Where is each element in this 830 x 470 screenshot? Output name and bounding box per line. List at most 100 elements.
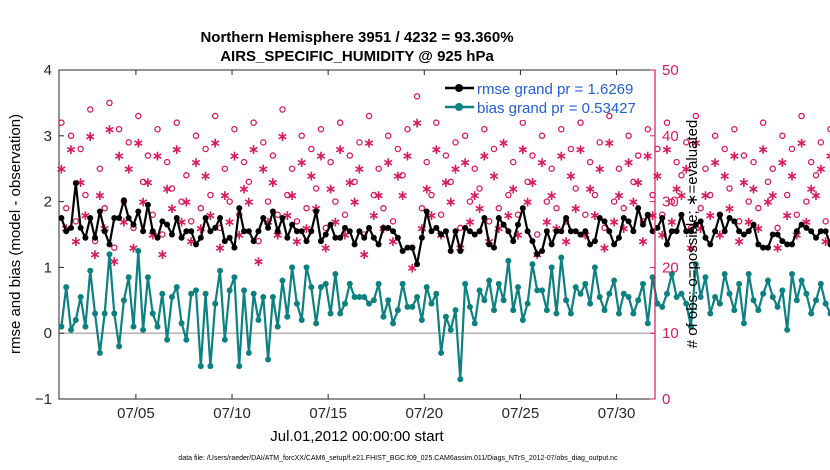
obs-possible-marker bbox=[442, 152, 450, 159]
obs-evaluated-marker: ∗ bbox=[94, 188, 106, 204]
rmse-point bbox=[337, 234, 344, 241]
bias-point bbox=[793, 297, 800, 304]
legend: rmse grand pr = 1.6269 bias grand pr = 0… bbox=[440, 78, 636, 120]
obs-possible-marker bbox=[380, 204, 387, 212]
obs-evaluated-marker: ∗ bbox=[397, 188, 409, 204]
x-tick-label: 07/05 bbox=[117, 405, 155, 422]
rmse-point bbox=[380, 224, 387, 231]
obs-evaluated-marker: ∗ bbox=[656, 228, 668, 244]
bias-point bbox=[654, 300, 661, 307]
chart-title-line2: AIRS_SPECIFIC_HUMIDITY @ 925 hPa bbox=[220, 48, 494, 65]
obs-evaluated-marker: ∗ bbox=[628, 195, 640, 211]
bias-point bbox=[750, 297, 757, 304]
bias-point bbox=[217, 267, 224, 274]
rmse-point bbox=[495, 215, 502, 222]
bias-point bbox=[596, 294, 603, 301]
obs-possible-marker bbox=[634, 152, 642, 159]
rmse-point bbox=[255, 228, 262, 235]
obs-possible-marker bbox=[505, 191, 512, 199]
obs-possible-marker bbox=[183, 172, 190, 179]
obs-possible-marker bbox=[293, 218, 301, 225]
rmse-point bbox=[87, 215, 94, 222]
obs-possible-marker bbox=[356, 139, 363, 146]
rmse-point bbox=[322, 231, 329, 238]
bias-point bbox=[125, 274, 132, 281]
obs-evaluated-marker: ∗ bbox=[113, 149, 125, 165]
bias-point bbox=[82, 323, 89, 330]
rmse-point bbox=[140, 228, 147, 235]
rmse-point bbox=[106, 241, 113, 248]
bias-point bbox=[385, 297, 392, 304]
obs-possible-marker bbox=[317, 125, 325, 133]
obs-possible-marker bbox=[697, 204, 704, 212]
bias-point bbox=[101, 310, 108, 317]
bias-point bbox=[120, 297, 127, 304]
legend-rmse-label: rmse grand pr = 1.6269 bbox=[477, 81, 633, 98]
bias-point bbox=[250, 290, 257, 297]
obs-possible-marker bbox=[384, 132, 392, 140]
rmse-point bbox=[77, 224, 84, 231]
rmse-point bbox=[92, 234, 99, 241]
obs-possible-marker bbox=[519, 119, 527, 126]
bias-point bbox=[558, 254, 565, 261]
obs-evaluated-marker: ∗ bbox=[248, 142, 260, 158]
rmse-point bbox=[596, 215, 603, 222]
rmse-point bbox=[755, 241, 762, 248]
rmse-point bbox=[96, 208, 103, 215]
obs-evaluated-marker: ∗ bbox=[488, 168, 500, 184]
obs-possible-marker bbox=[202, 145, 209, 153]
y-left-tick-label: 1 bbox=[44, 259, 52, 276]
bias-point bbox=[553, 310, 560, 317]
obs-evaluated-marker: ∗ bbox=[80, 208, 92, 224]
rmse-point bbox=[808, 228, 815, 235]
bias-point bbox=[212, 300, 219, 307]
obs-evaluated-marker: ∗ bbox=[570, 201, 582, 217]
rmse-point bbox=[683, 228, 690, 235]
bias-point bbox=[827, 310, 830, 317]
y-axis-right: 0 10 20 30 40 50 bbox=[650, 62, 679, 408]
obs-evaluated-marker: ∗ bbox=[599, 241, 611, 257]
obs-possible-marker bbox=[404, 125, 411, 133]
rmse-point bbox=[72, 180, 79, 187]
bias-point bbox=[116, 343, 123, 350]
bias-point bbox=[688, 323, 695, 330]
obs-evaluated-marker: ∗ bbox=[147, 228, 159, 244]
bias-point bbox=[308, 284, 315, 291]
obs-evaluated-marker: ∗ bbox=[233, 228, 245, 244]
obs-possible-marker bbox=[769, 165, 777, 172]
obs-evaluated-marker: ∗ bbox=[301, 221, 313, 237]
x-tick-label: 07/20 bbox=[406, 405, 444, 422]
obs-possible-marker bbox=[572, 185, 579, 192]
bias-point bbox=[68, 326, 75, 333]
bias-point bbox=[692, 261, 699, 268]
bias-point bbox=[505, 257, 512, 264]
rmse-point bbox=[346, 228, 353, 235]
obs-possible-marker bbox=[197, 204, 205, 212]
bias-point bbox=[255, 317, 262, 324]
rmse-point bbox=[620, 215, 627, 222]
obs-evaluated-marker: ∗ bbox=[618, 221, 630, 237]
rmse-point bbox=[591, 238, 598, 245]
obs-possible-marker bbox=[827, 125, 830, 133]
obs-evaluated-marker: ∗ bbox=[695, 221, 707, 237]
obs-evaluated-marker: ∗ bbox=[262, 214, 274, 230]
obs-evaluated-marker: ∗ bbox=[541, 214, 553, 230]
bias-point bbox=[418, 317, 425, 324]
obs-evaluated-marker: ∗ bbox=[738, 175, 750, 191]
obs-evaluated-marker: ∗ bbox=[503, 208, 515, 224]
obs-possible-marker bbox=[538, 132, 546, 140]
obs-evaluated-marker: ∗ bbox=[89, 247, 101, 263]
obs-evaluated-marker: ∗ bbox=[392, 168, 404, 184]
bias-point bbox=[769, 294, 776, 301]
bias-point bbox=[543, 307, 550, 314]
rmse-point bbox=[212, 224, 219, 231]
obs-evaluated-marker: ∗ bbox=[479, 149, 491, 165]
rmse-point bbox=[466, 228, 473, 235]
rmse-point bbox=[510, 238, 517, 245]
rmse-point bbox=[231, 244, 238, 251]
y-left-tick-label: 3 bbox=[44, 128, 52, 145]
obs-evaluated-marker: ∗ bbox=[142, 175, 154, 191]
obs-possible-marker bbox=[582, 211, 589, 219]
rmse-point bbox=[793, 228, 800, 235]
obs-possible-marker bbox=[702, 165, 709, 172]
